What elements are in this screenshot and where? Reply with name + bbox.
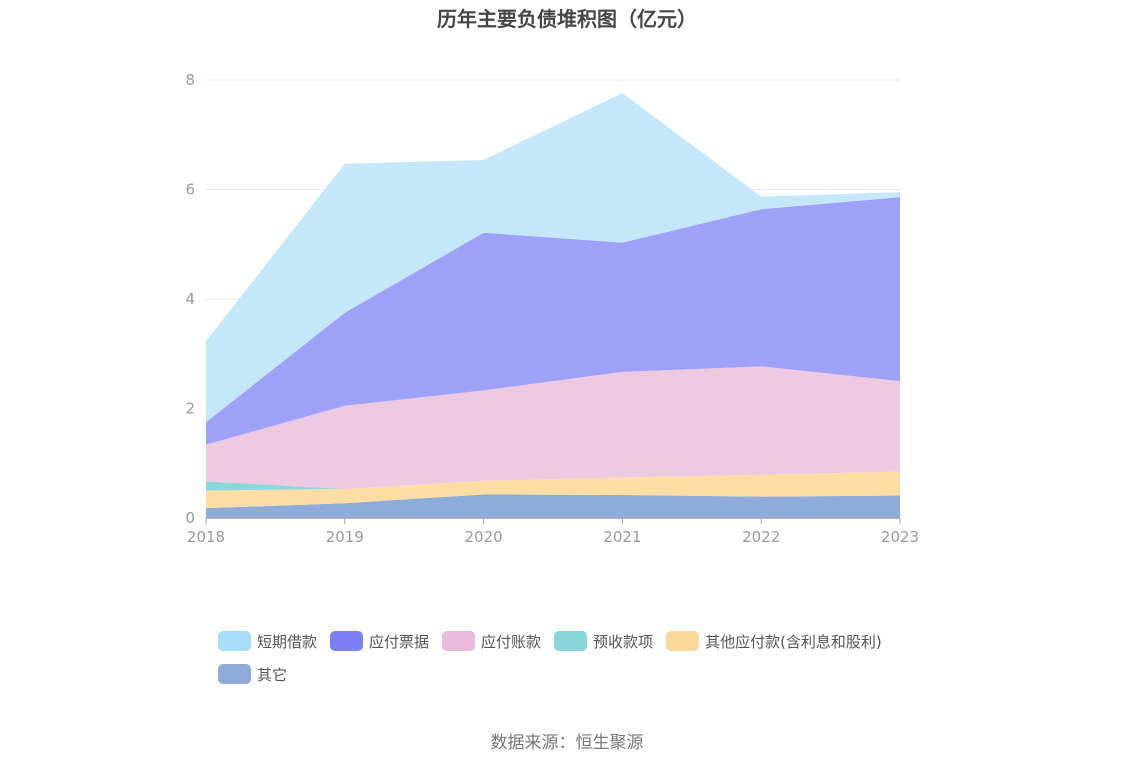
legend-label: 短期借款 <box>257 632 318 651</box>
legend-swatch <box>554 631 588 651</box>
y-tick-label: 8 <box>185 71 195 89</box>
area-series-1[interactable] <box>206 471 900 509</box>
legend-swatch <box>442 631 476 651</box>
legend-label: 其他应付款(含利息和股利) <box>705 632 882 651</box>
legend-item[interactable]: 其他应付款(含利息和股利) <box>666 630 882 652</box>
legend-label: 应付账款 <box>481 632 542 651</box>
legend-item[interactable]: 应付票据 <box>330 630 429 652</box>
source-note: 数据来源：恒生聚源 <box>490 733 644 753</box>
legend-swatch <box>666 631 700 651</box>
y-tick-label: 6 <box>185 181 195 199</box>
legend-swatch <box>218 664 251 684</box>
legend-swatch <box>218 631 251 651</box>
y-tick-label: 4 <box>185 290 195 308</box>
area-layer <box>206 93 900 518</box>
legend-label: 应付票据 <box>369 632 430 651</box>
y-tick-label: 2 <box>185 400 195 418</box>
chart-legend: 短期借款 应付票据 应付账款 预收款项 其他应付款(含利息和股利) 其它 <box>218 630 938 685</box>
area-series-3[interactable] <box>206 366 900 489</box>
y-tick-label: 0 <box>185 509 195 527</box>
chart-title: 历年主要负债堆积图（亿元） <box>437 7 697 31</box>
legend-item[interactable]: 预收款项 <box>554 630 653 652</box>
x-tick-label: 2023 <box>881 528 919 546</box>
tick-label-layer: 0 2 4 6 8 2018 2019 2020 2021 2022 2023 <box>185 71 919 546</box>
legend-item[interactable]: 短期借款 <box>218 630 317 652</box>
legend-item[interactable]: 应付账款 <box>442 630 541 652</box>
legend-swatch <box>330 631 364 651</box>
x-tick-label: 2021 <box>603 528 641 546</box>
area-series-2[interactable] <box>206 471 900 491</box>
legend-label: 其它 <box>257 665 288 684</box>
area-series-4[interactable] <box>206 197 900 445</box>
legend-label: 预收款项 <box>593 632 654 651</box>
x-tick-label: 2022 <box>742 528 780 546</box>
area-series-0[interactable] <box>206 494 900 518</box>
x-tick-label: 2020 <box>465 528 503 546</box>
x-tick-label: 2018 <box>187 528 225 546</box>
x-tick-label: 2019 <box>326 528 364 546</box>
legend-item[interactable]: 其它 <box>218 663 287 685</box>
area-series-5[interactable] <box>206 93 900 423</box>
axis-layer <box>205 517 901 524</box>
